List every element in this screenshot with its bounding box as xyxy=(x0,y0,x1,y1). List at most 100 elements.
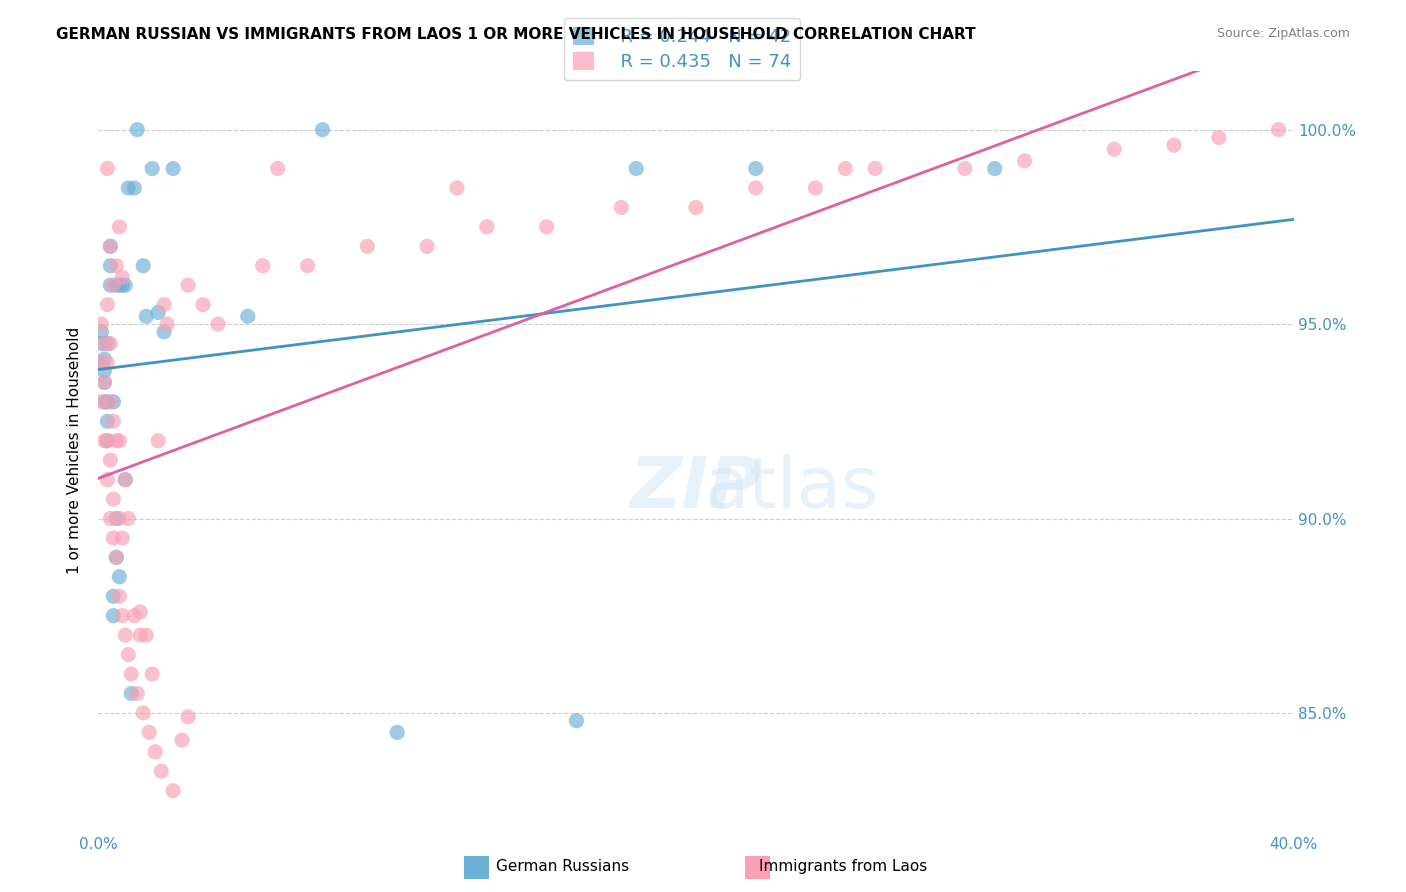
Point xyxy=(114,473,136,487)
Point xyxy=(96,336,118,351)
Text: ZIP: ZIP xyxy=(630,454,762,523)
Point xyxy=(153,325,176,339)
Point xyxy=(150,764,173,779)
Point xyxy=(114,473,136,487)
Point xyxy=(156,317,179,331)
Point xyxy=(236,310,259,324)
Point xyxy=(108,589,131,603)
Point xyxy=(162,783,184,797)
Point xyxy=(93,376,115,390)
Point xyxy=(138,725,160,739)
Point xyxy=(135,310,157,324)
Point xyxy=(120,667,142,681)
Point xyxy=(132,706,155,720)
Point xyxy=(93,434,115,448)
Point xyxy=(127,686,149,700)
Text: German Russians: German Russians xyxy=(496,859,628,874)
Point xyxy=(135,628,157,642)
Point xyxy=(804,181,827,195)
Point xyxy=(834,161,856,176)
Point xyxy=(93,376,115,390)
Point xyxy=(105,550,128,565)
Point xyxy=(114,628,136,642)
Point xyxy=(105,511,128,525)
Point xyxy=(385,725,409,739)
Point xyxy=(105,259,128,273)
Point xyxy=(1104,142,1126,156)
Point xyxy=(416,239,439,253)
Point xyxy=(98,259,122,273)
Point xyxy=(252,259,274,273)
Point xyxy=(141,667,163,681)
Point xyxy=(120,686,142,700)
Point xyxy=(148,434,170,448)
Point xyxy=(90,356,112,370)
Point xyxy=(96,434,118,448)
Point xyxy=(141,161,163,176)
Point xyxy=(865,161,887,176)
Point xyxy=(90,356,112,370)
Point xyxy=(96,161,118,176)
Point xyxy=(311,122,333,136)
Point xyxy=(124,181,146,195)
Point xyxy=(90,325,112,339)
Point xyxy=(105,434,128,448)
Point xyxy=(172,733,194,747)
Point xyxy=(685,201,707,215)
Point xyxy=(143,745,166,759)
Point xyxy=(103,395,125,409)
Point xyxy=(1208,130,1230,145)
Point xyxy=(191,298,214,312)
Point xyxy=(111,278,134,293)
Point xyxy=(103,278,125,293)
Point xyxy=(953,161,976,176)
Text: Source: ZipAtlas.com: Source: ZipAtlas.com xyxy=(1216,27,1350,40)
Point xyxy=(93,352,115,367)
Point xyxy=(745,181,768,195)
Point xyxy=(111,608,134,623)
Point xyxy=(536,219,558,234)
Point xyxy=(93,364,115,378)
Point xyxy=(90,317,112,331)
Point xyxy=(98,336,122,351)
Point xyxy=(108,278,131,293)
Point xyxy=(93,395,115,409)
Point xyxy=(124,608,146,623)
Point xyxy=(90,395,112,409)
Point xyxy=(132,259,155,273)
Point xyxy=(93,336,115,351)
Point xyxy=(129,605,152,619)
Point xyxy=(984,161,1007,176)
Point xyxy=(108,434,131,448)
Point xyxy=(90,336,112,351)
Point xyxy=(475,219,498,234)
Point xyxy=(105,550,128,565)
Point xyxy=(267,161,290,176)
Point xyxy=(626,161,648,176)
Point xyxy=(96,473,118,487)
Text: GERMAN RUSSIAN VS IMMIGRANTS FROM LAOS 1 OR MORE VEHICLES IN HOUSEHOLD CORRELATI: GERMAN RUSSIAN VS IMMIGRANTS FROM LAOS 1… xyxy=(56,27,976,42)
Point xyxy=(565,714,588,728)
Point xyxy=(111,270,134,285)
Point xyxy=(105,278,128,293)
Point xyxy=(96,395,118,409)
Legend:   R = 0.244   N = 42,   R = 0.435   N = 74: R = 0.244 N = 42, R = 0.435 N = 74 xyxy=(564,18,800,80)
Point xyxy=(96,434,118,448)
Point xyxy=(129,628,152,642)
Y-axis label: 1 or more Vehicles in Household: 1 or more Vehicles in Household xyxy=(67,326,83,574)
Point xyxy=(356,239,378,253)
Point xyxy=(117,181,139,195)
Point xyxy=(103,414,125,428)
Point xyxy=(98,511,122,525)
Text: atlas: atlas xyxy=(704,454,879,523)
Point xyxy=(162,161,184,176)
Point xyxy=(96,298,118,312)
Point xyxy=(98,395,122,409)
Point xyxy=(745,161,768,176)
Point xyxy=(153,298,176,312)
Point xyxy=(1163,138,1185,153)
Point xyxy=(446,181,468,195)
Point xyxy=(297,259,319,273)
Point xyxy=(148,305,170,319)
Point xyxy=(1014,153,1036,168)
